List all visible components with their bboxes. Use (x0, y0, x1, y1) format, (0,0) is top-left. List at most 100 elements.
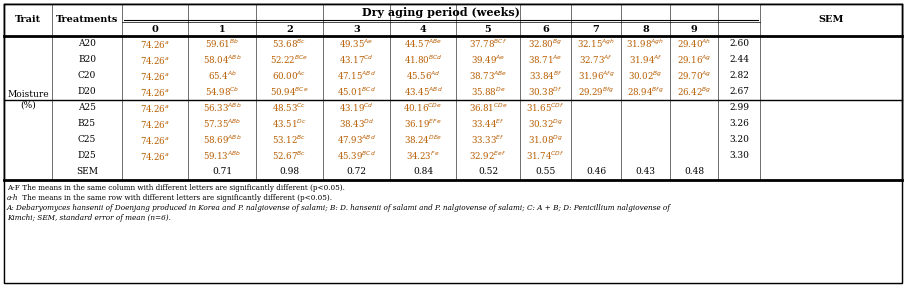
Text: 2.99: 2.99 (729, 103, 749, 113)
Text: 37.78$^{BCf}$: 37.78$^{BCf}$ (469, 38, 507, 50)
Text: 3.26: 3.26 (729, 119, 749, 129)
Text: 74.26$^{a}$: 74.26$^{a}$ (140, 135, 170, 146)
Text: 74.26$^{a}$: 74.26$^{a}$ (140, 103, 170, 113)
Text: 53.12$^{Bc}$: 53.12$^{Bc}$ (273, 134, 306, 146)
Text: 59.13$^{ABb}$: 59.13$^{ABb}$ (203, 150, 241, 162)
Text: 31.94$^{Af}$: 31.94$^{Af}$ (629, 54, 662, 66)
Text: 40.16$^{CDe}$: 40.16$^{CDe}$ (403, 102, 442, 114)
Text: 43.45$^{ABd}$: 43.45$^{ABd}$ (403, 86, 442, 98)
Text: 65.4$^{Ab}$: 65.4$^{Ab}$ (207, 70, 236, 82)
Text: 34.23$^{Fe}$: 34.23$^{Fe}$ (406, 150, 439, 162)
Text: C25: C25 (78, 135, 96, 144)
Bar (4, 4, 902, 36)
Text: Treatments: Treatments (56, 15, 118, 25)
Text: 2.67: 2.67 (729, 87, 749, 97)
Text: 50.94$^{BCe}$: 50.94$^{BCe}$ (270, 86, 309, 98)
Text: 0.72: 0.72 (346, 168, 367, 176)
Text: 45.56$^{Ad}$: 45.56$^{Ad}$ (406, 70, 440, 82)
Bar (4, 181, 902, 283)
Text: 31.74$^{CDf}$: 31.74$^{CDf}$ (526, 150, 564, 162)
Text: 3.20: 3.20 (729, 135, 749, 144)
Text: B20: B20 (78, 56, 96, 64)
Bar (4, 164, 902, 180)
Text: SEM: SEM (76, 168, 98, 176)
Text: 43.51$^{Dc}$: 43.51$^{Dc}$ (272, 118, 307, 130)
Text: 45.01$^{BCd}$: 45.01$^{BCd}$ (337, 86, 376, 98)
Text: Dry aging period (weeks): Dry aging period (weeks) (362, 7, 520, 19)
Text: 31.65$^{CDf}$: 31.65$^{CDf}$ (526, 102, 564, 114)
Text: 30.38$^{Df}$: 30.38$^{Df}$ (528, 86, 563, 98)
Text: 0.55: 0.55 (535, 168, 555, 176)
Text: 43.17$^{Cd}$: 43.17$^{Cd}$ (339, 54, 374, 66)
Text: 74.26$^{a}$: 74.26$^{a}$ (140, 150, 170, 162)
Text: 26.42$^{Bg}$: 26.42$^{Bg}$ (677, 86, 711, 98)
Bar (4, 36, 902, 52)
Text: 57.35$^{ABb}$: 57.35$^{ABb}$ (203, 118, 241, 130)
Text: 59.61$^{Bb}$: 59.61$^{Bb}$ (205, 38, 239, 50)
Text: 9: 9 (690, 25, 698, 34)
Text: 74.26$^{a}$: 74.26$^{a}$ (140, 54, 170, 66)
Text: D20: D20 (78, 87, 96, 97)
Text: 44.57$^{ABe}$: 44.57$^{ABe}$ (404, 38, 442, 50)
Text: 47.15$^{ABd}$: 47.15$^{ABd}$ (337, 70, 376, 82)
Text: 0.71: 0.71 (212, 168, 232, 176)
Text: 5: 5 (485, 25, 491, 34)
Text: 0.48: 0.48 (684, 168, 704, 176)
Text: 28.94$^{Bfg}$: 28.94$^{Bfg}$ (627, 86, 664, 98)
Text: B25: B25 (78, 119, 96, 129)
Bar (4, 100, 902, 116)
Text: 7: 7 (593, 25, 600, 34)
Text: 33.33$^{Ef}$: 33.33$^{Ef}$ (471, 134, 505, 146)
Text: 41.80$^{BCd}$: 41.80$^{BCd}$ (404, 54, 442, 66)
Text: 74.26$^{a}$: 74.26$^{a}$ (140, 70, 170, 82)
Text: 0.84: 0.84 (413, 168, 433, 176)
Text: 0.46: 0.46 (586, 168, 606, 176)
Text: Moisture
(%): Moisture (%) (7, 90, 49, 110)
Text: SEM: SEM (818, 15, 843, 25)
Text: 56.33$^{ABb}$: 56.33$^{ABb}$ (203, 102, 241, 114)
Text: 49.35$^{Ae}$: 49.35$^{Ae}$ (340, 38, 373, 50)
Text: A25: A25 (78, 103, 96, 113)
Text: 54.98$^{Cb}$: 54.98$^{Cb}$ (205, 86, 239, 98)
Text: 74.26$^{a}$: 74.26$^{a}$ (140, 87, 170, 97)
Text: 29.29$^{Bfg}$: 29.29$^{Bfg}$ (578, 86, 614, 98)
Bar (4, 132, 902, 148)
Text: C20: C20 (78, 72, 96, 80)
Text: 6: 6 (542, 25, 549, 34)
Text: 3: 3 (353, 25, 360, 34)
Text: 52.67$^{Bc}$: 52.67$^{Bc}$ (273, 150, 306, 162)
Text: 45.39$^{BCd}$: 45.39$^{BCd}$ (337, 150, 376, 162)
Text: A: Debaryomyces hansenii of Doenjang produced in Korea and P. nalgiovense of sal: A: Debaryomyces hansenii of Doenjang pro… (7, 204, 670, 212)
Bar (4, 4, 902, 180)
Text: 52.22$^{BCe}$: 52.22$^{BCe}$ (270, 54, 309, 66)
Text: 1: 1 (218, 25, 226, 34)
Text: 74.26$^{a}$: 74.26$^{a}$ (140, 38, 170, 50)
Text: 2.60: 2.60 (729, 40, 749, 48)
Text: 29.70$^{Ag}$: 29.70$^{Ag}$ (677, 70, 711, 82)
Text: 4: 4 (419, 25, 427, 34)
Text: 0.52: 0.52 (478, 168, 498, 176)
Text: 32.80$^{Bg}$: 32.80$^{Bg}$ (528, 38, 563, 50)
Text: 43.19$^{Cd}$: 43.19$^{Cd}$ (339, 102, 374, 114)
Text: 29.16$^{Ag}$: 29.16$^{Ag}$ (677, 54, 711, 66)
Text: 33.84$^{Bf}$: 33.84$^{Bf}$ (529, 70, 563, 82)
Text: 0.98: 0.98 (279, 168, 300, 176)
Text: 2: 2 (286, 25, 293, 34)
Bar (4, 148, 902, 164)
Text: 32.92$^{Eef}$: 32.92$^{Eef}$ (469, 150, 506, 162)
Text: 36.81$^{CDe}$: 36.81$^{CDe}$ (468, 102, 507, 114)
Text: 58.69$^{ABb}$: 58.69$^{ABb}$ (203, 134, 241, 146)
Text: The means in the same row with different letters are significantly different (p<: The means in the same row with different… (20, 194, 332, 202)
Text: 35.88$^{De}$: 35.88$^{De}$ (471, 86, 506, 98)
Text: 53.68$^{Bc}$: 53.68$^{Bc}$ (273, 38, 306, 50)
Text: 47.93$^{ABd}$: 47.93$^{ABd}$ (337, 134, 376, 146)
Text: 58.04$^{ABb}$: 58.04$^{ABb}$ (203, 54, 241, 66)
Bar (4, 4, 122, 36)
Text: 33.44$^{Ef}$: 33.44$^{Ef}$ (471, 118, 505, 130)
Text: 3.30: 3.30 (729, 152, 749, 160)
Bar (4, 52, 902, 68)
Text: Trait: Trait (14, 15, 41, 25)
Bar (4, 68, 902, 84)
Text: 32.15$^{Agh}$: 32.15$^{Agh}$ (577, 38, 615, 50)
Bar (4, 84, 902, 100)
